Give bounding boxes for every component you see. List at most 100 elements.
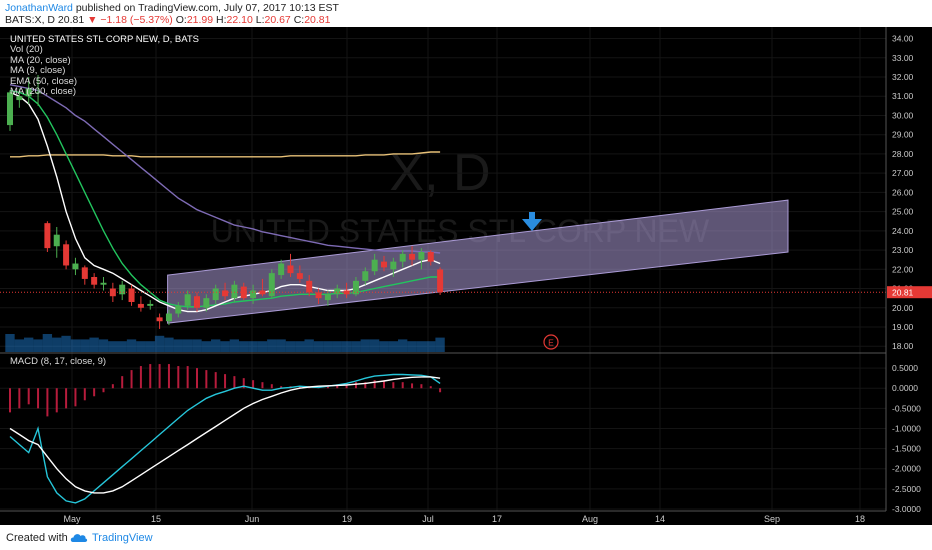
candle-body: [362, 271, 369, 281]
candle-body: [203, 298, 210, 308]
candle-body: [381, 261, 387, 268]
volume-bar: [80, 339, 90, 352]
earnings-marker[interactable]: E: [543, 334, 559, 350]
ma20-line: [9, 89, 441, 308]
ma9-line: [9, 91, 441, 313]
volume-bar: [52, 337, 62, 352]
volume-bar: [89, 337, 99, 352]
candle-body: [324, 294, 331, 301]
volume-bar: [173, 339, 183, 352]
down-arrow-icon: [522, 212, 542, 231]
time-tick-label: 15: [151, 514, 161, 524]
volume-bar: [360, 339, 370, 352]
candle-body: [287, 265, 294, 274]
candle-body: [128, 288, 135, 302]
volume-bar: [304, 339, 314, 352]
legend-title: UNITED STATES STL CORP NEW, D, BATS: [10, 34, 199, 45]
price-tick-label: 33.00: [892, 53, 914, 63]
candle-body: [278, 263, 285, 276]
price-tick-label: 32.00: [892, 72, 914, 82]
volume-bar: [313, 341, 324, 352]
channel-layer[interactable]: [167, 199, 789, 324]
candle-body: [222, 290, 229, 297]
tradingview-link[interactable]: TradingView: [92, 532, 153, 544]
ema50-line: [9, 84, 441, 254]
candle-body: [352, 280, 359, 295]
candle-body: [100, 282, 107, 285]
legend: UNITED STATES STL CORP NEW, D, BATS Vol …: [10, 34, 199, 367]
author-link[interactable]: JonathanWard: [5, 2, 73, 14]
volume-bar: [145, 341, 155, 352]
symbol-label: BATS:X, D: [5, 14, 55, 26]
candle-body: [63, 244, 70, 266]
volume-bar: [5, 334, 15, 352]
chart-area[interactable]: X, D UNITED STATES STL CORP NEW 18.00 19.…: [0, 27, 932, 525]
price-tick-label: 24.00: [892, 226, 914, 236]
volume-bar: [369, 339, 380, 352]
candle-body: [156, 317, 163, 322]
price-tick-label: 25.00: [892, 207, 914, 217]
time-tick-label: Aug: [582, 514, 598, 524]
macd-tick-label: 0.0000: [892, 383, 918, 393]
candle-body: [390, 261, 397, 270]
volume-bar: [341, 341, 352, 352]
candle-body: [343, 290, 350, 295]
macd-tick-label: -1.0000: [892, 423, 921, 433]
candle-body: [25, 88, 32, 97]
macd-tick-label: -2.0000: [892, 464, 921, 474]
volume-bar: [126, 339, 137, 352]
volume-bar: [239, 341, 249, 352]
quote-line: BATS:X, D 20.81 ▼ −1.18 (−5.37%) O:21.99…: [5, 14, 330, 26]
volume-bar: [248, 341, 258, 352]
price-tick-label: 23.00: [892, 245, 914, 255]
volume-bar: [98, 339, 109, 352]
volume-bar: [388, 341, 398, 352]
volume-bar: [201, 341, 211, 352]
time-tick-label: 17: [492, 514, 502, 524]
macd-line: [9, 376, 441, 494]
last-price-tag: [887, 286, 932, 299]
candle-body: [44, 223, 51, 249]
candle-body: [437, 269, 444, 293]
volume-bar: [220, 341, 230, 352]
volume-bar: [33, 339, 43, 352]
macd-panel: [9, 364, 442, 504]
volume-bar: [70, 339, 81, 352]
earnings-circle: [543, 334, 559, 350]
candle-body: [418, 252, 425, 260]
macd-tick-label: -1.5000: [892, 444, 921, 454]
macd-signal-line: [9, 373, 441, 504]
volume-bar: [332, 341, 342, 352]
low-value: 20.67: [264, 14, 291, 26]
candle-body: [371, 259, 378, 272]
price-tick-label: 19.00: [892, 322, 914, 332]
publish-header: JonathanWard published on TradingView.co…: [0, 0, 932, 27]
price-tick-label: 34.00: [892, 34, 914, 44]
last-price-tag-label: 20.81: [892, 288, 914, 298]
candle-body: [306, 280, 313, 293]
price-axis-background: [887, 27, 932, 525]
close-value: 20.81: [304, 14, 331, 26]
time-tick-label: 14: [655, 514, 665, 524]
price-tick-label: 18.00: [892, 341, 914, 351]
time-tick-label: May: [63, 514, 81, 524]
volume-bar: [435, 337, 445, 352]
open-label: O:: [175, 14, 187, 26]
legend-vol: Vol (20): [10, 44, 43, 55]
price-tick-label: 31.00: [892, 91, 914, 101]
macd-tick-label: -3.0000: [892, 504, 921, 514]
chart-svg[interactable]: X, D UNITED STATES STL CORP NEW 18.0019.…: [0, 27, 932, 525]
candle-body: [7, 92, 13, 126]
candle-body: [212, 288, 219, 301]
candle-body: [109, 288, 116, 297]
volume-bar: [61, 335, 71, 352]
price-tick-label: 26.00: [892, 187, 914, 197]
candle-body: [296, 273, 303, 279]
tradingview-cloud-icon: [70, 532, 88, 546]
change-value: ▼ −1.18 (−5.37%): [87, 14, 173, 26]
candle-body: [147, 303, 154, 306]
price-channel: [167, 199, 789, 324]
volume-bar: [154, 335, 165, 352]
macd-tick-label: -0.5000: [892, 403, 921, 413]
price-tick-label: 29.00: [892, 130, 914, 140]
